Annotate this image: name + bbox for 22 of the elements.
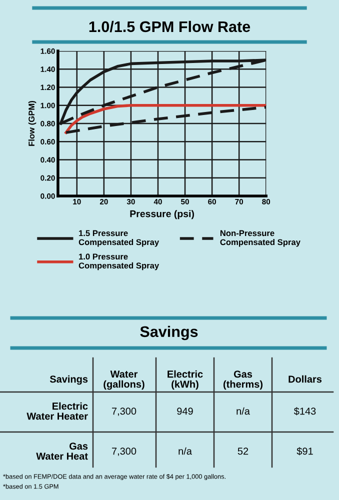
text: 7,300 [112, 408, 136, 416]
text: 7,300 [112, 448, 136, 456]
y-axis-title: Flow (GPM) [28, 101, 36, 146]
text: 52 [238, 448, 248, 455]
chart-title: 1.0/1.5 GPM Flow Rate [89, 20, 250, 32]
text: Dollars [288, 375, 322, 383]
text: n/a [236, 407, 250, 415]
text: $143 [294, 407, 316, 416]
text: 949 [177, 408, 193, 415]
text: Water (gallons) [104, 370, 144, 390]
text: Electric (kWh) [168, 370, 203, 390]
text: Gas Water Heat [36, 442, 88, 460]
legend-label: Non-Pressure Compensated Spray [220, 230, 300, 247]
x-axis-title: Pressure (psi) [130, 210, 194, 220]
legend-label: 1.0 Pressure Compensated Spray [78, 254, 160, 270]
text: Savings [140, 326, 198, 340]
text: Gas (therms) [223, 370, 263, 390]
legend-label: 1.5 Pressure Compensated Spray [78, 230, 160, 247]
text: Electric Water Heater [26, 402, 88, 420]
text: Savings [50, 375, 88, 385]
text: n/a [178, 447, 192, 455]
text: $91 [296, 447, 313, 456]
